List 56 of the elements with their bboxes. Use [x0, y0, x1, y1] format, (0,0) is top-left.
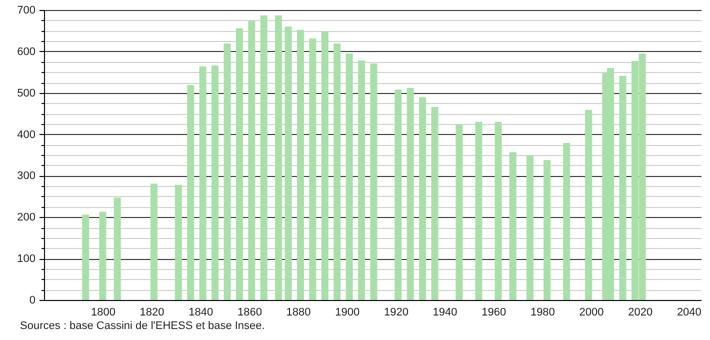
bar	[296, 30, 304, 300]
bar	[187, 84, 194, 300]
y-tick-label: 400	[17, 128, 36, 141]
x-tick-label: 1860	[237, 306, 262, 318]
bar	[419, 97, 426, 300]
bar	[199, 66, 206, 300]
x-tick-label: 2040	[676, 306, 702, 318]
x-tick-label: 1920	[384, 306, 408, 318]
y-tick-label: 100	[17, 253, 36, 266]
bar	[248, 21, 256, 300]
x-tick-label: 1900	[335, 306, 360, 318]
bar	[526, 155, 534, 300]
bar	[358, 60, 366, 300]
y-tick-label: 300	[17, 170, 36, 182]
bar	[494, 122, 502, 300]
bar	[619, 76, 626, 300]
bar	[406, 88, 414, 300]
bar	[431, 106, 438, 300]
bar	[321, 31, 328, 300]
x-tick-label: 1800	[90, 306, 116, 318]
x-tick-label: 1820	[140, 306, 164, 318]
x-tick-label: 2020	[628, 306, 653, 318]
bar	[236, 28, 243, 300]
source-note: Sources : base Cassini de l'EHESS et base Insee.	[20, 320, 265, 332]
x-tick-label: 2000	[579, 306, 604, 318]
bar	[346, 54, 353, 300]
bar	[475, 122, 482, 300]
bar	[456, 124, 463, 300]
bar	[334, 44, 341, 300]
bar	[150, 184, 158, 300]
y-tick-label: 600	[17, 46, 36, 58]
bar	[509, 152, 516, 300]
bar	[284, 26, 292, 300]
bar	[394, 90, 402, 300]
y-tick-label: 700	[17, 4, 36, 16]
bar	[585, 110, 592, 300]
bar	[82, 214, 90, 300]
y-tick-label: 500	[17, 87, 36, 100]
bar	[212, 66, 219, 300]
bar	[370, 63, 378, 300]
bar	[174, 184, 182, 300]
bar	[260, 15, 268, 300]
bar	[309, 38, 316, 300]
x-tick-label: 1940	[432, 306, 458, 318]
bar	[99, 212, 106, 300]
x-tick-label: 1880	[286, 306, 311, 318]
bar	[563, 142, 570, 300]
bar	[275, 15, 282, 300]
y-tick-label: 200	[17, 212, 36, 224]
x-tick-label: 1840	[188, 306, 214, 318]
bar	[544, 160, 551, 300]
bar	[224, 44, 231, 300]
y-tick-label: 0	[29, 294, 36, 306]
x-tick-label: 1980	[530, 306, 555, 318]
x-tick-label: 1960	[482, 306, 506, 318]
bar	[114, 198, 121, 300]
